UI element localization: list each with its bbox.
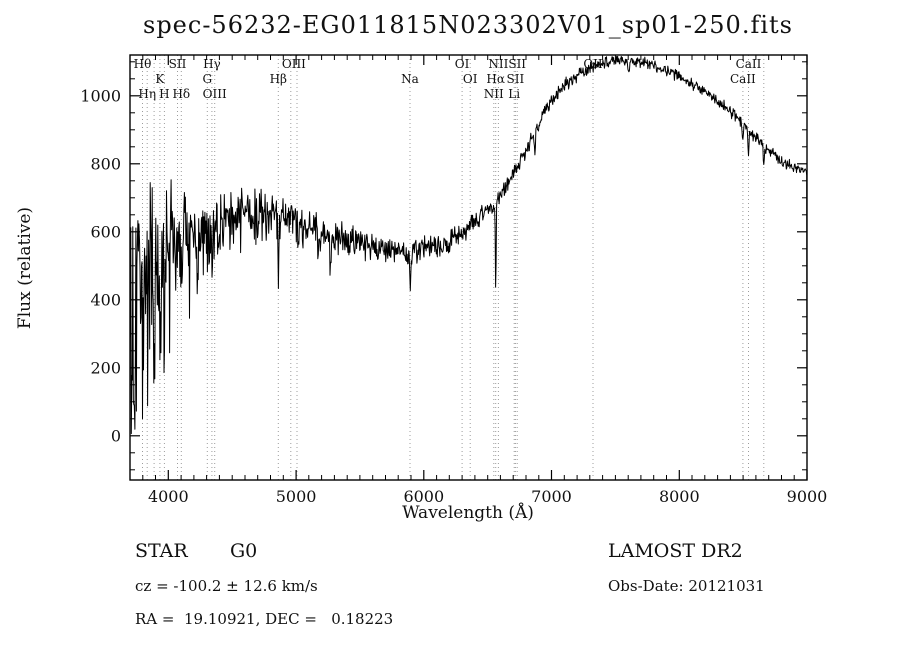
x-tick-label: 6000: [403, 487, 444, 506]
feature-label: CaII: [736, 57, 762, 71]
y-tick-label: 0: [111, 426, 121, 445]
y-tick-label: 200: [90, 358, 121, 377]
feature-label: NII: [488, 57, 508, 71]
x-tick-label: 9000: [787, 487, 828, 506]
y-axis-title: Flux (relative): [15, 207, 35, 329]
feature-label: NII: [484, 87, 504, 101]
cz-value: cz = -100.2 ± 12.6 km/s: [135, 577, 318, 595]
feature-label: H: [159, 87, 169, 101]
spectrum-trace: [130, 55, 807, 435]
object-subclass-label: G0: [230, 540, 257, 562]
feature-label: OI: [455, 57, 470, 71]
y-tick-label: 800: [90, 154, 121, 173]
survey-label: LAMOST DR2: [608, 540, 743, 562]
plot-area: HθHηKHSIIHδGHγOIIIHβOIIINaOIOINIIHαNIILi…: [80, 54, 828, 506]
feature-label: Hβ: [270, 72, 287, 86]
feature-label: OI: [463, 72, 478, 86]
feature-label: SII: [507, 72, 525, 86]
feature-label: Na: [401, 72, 419, 86]
feature-label: OIII: [203, 87, 227, 101]
plot-frame: [129, 54, 808, 481]
feature-label: G: [203, 72, 213, 86]
feature-label: Li: [508, 87, 520, 101]
chart-title: spec-56232-EG011815N023302V01_sp01-250.f…: [143, 11, 793, 39]
object-class-label: STAR: [135, 540, 188, 562]
y-tick-label: 1000: [80, 86, 121, 105]
x-tick-label: 7000: [531, 487, 572, 506]
feature-label: OIII: [282, 57, 306, 71]
feature-label: Hδ: [172, 87, 190, 101]
feature-label: SII: [508, 57, 526, 71]
x-tick-label: 8000: [659, 487, 700, 506]
feature-label: Hη: [138, 87, 156, 101]
feature-label: Hγ: [203, 57, 221, 71]
feature-label: Hθ: [134, 57, 152, 71]
feature-label: SII: [169, 57, 187, 71]
obs-date-value: Obs-Date: 20121031: [608, 577, 765, 595]
y-tick-label: 600: [90, 222, 121, 241]
feature-label: Hα: [486, 72, 505, 86]
feature-label: CaII: [730, 72, 756, 86]
feature-label: K: [155, 72, 165, 86]
y-tick-label: 400: [90, 290, 121, 309]
ra-dec-value: RA = 19.10921, DEC = 0.18223: [135, 610, 393, 628]
x-tick-label: 4000: [148, 487, 189, 506]
x-axis-title: Wavelength (Å): [402, 502, 534, 523]
x-tick-label: 5000: [276, 487, 317, 506]
